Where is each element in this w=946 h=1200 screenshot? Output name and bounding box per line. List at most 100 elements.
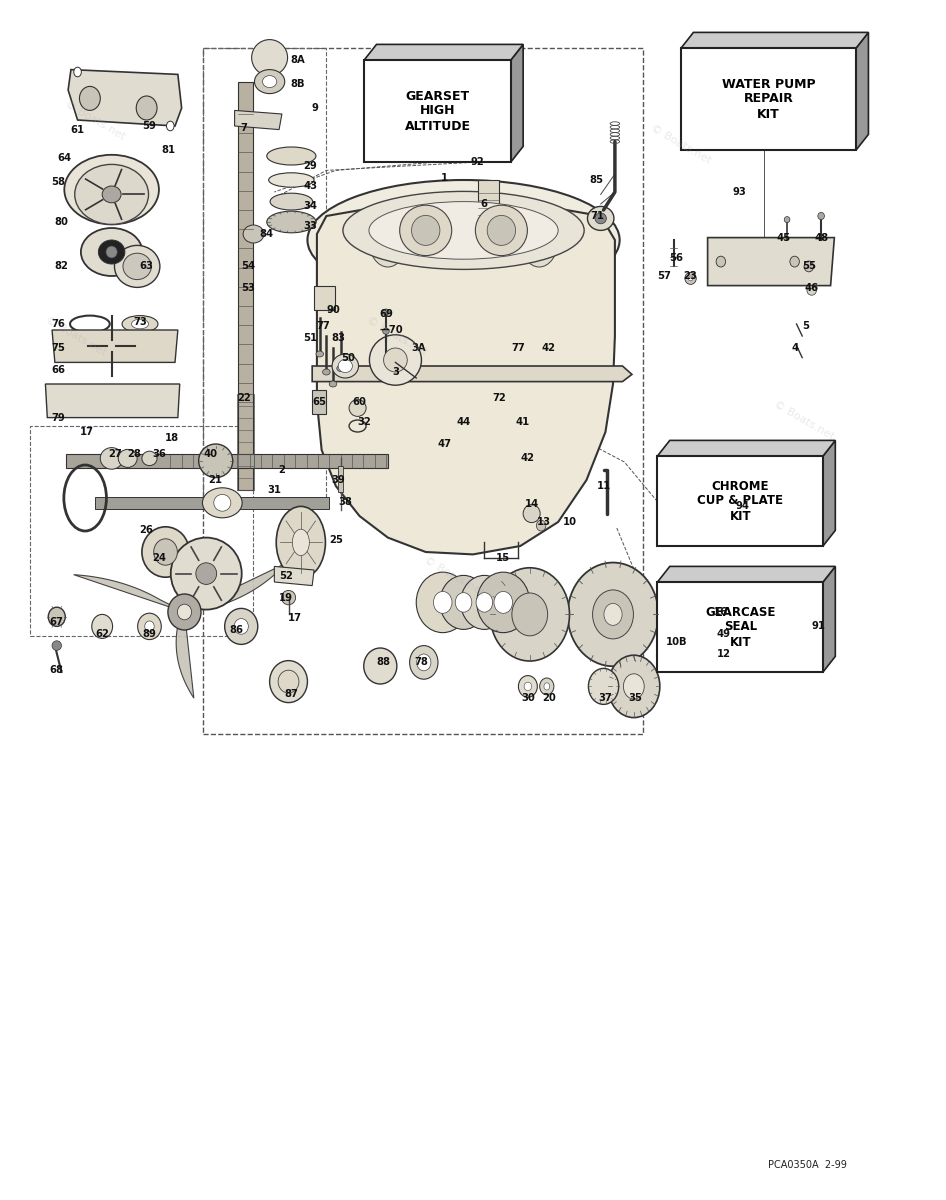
Text: 69: 69 <box>379 310 393 319</box>
Polygon shape <box>823 440 835 546</box>
Text: 91: 91 <box>812 622 825 631</box>
Ellipse shape <box>461 575 508 629</box>
Text: 66: 66 <box>52 365 65 374</box>
Bar <box>338 466 343 492</box>
Text: 8B: 8B <box>290 79 306 89</box>
Ellipse shape <box>587 206 614 230</box>
Ellipse shape <box>494 592 513 613</box>
Ellipse shape <box>784 216 790 223</box>
Ellipse shape <box>271 193 312 210</box>
Text: 44: 44 <box>456 418 471 427</box>
Ellipse shape <box>196 563 217 584</box>
Ellipse shape <box>416 572 469 632</box>
Ellipse shape <box>262 76 276 88</box>
Ellipse shape <box>123 253 151 280</box>
Ellipse shape <box>171 538 242 610</box>
Text: 81: 81 <box>162 145 175 155</box>
Text: 32: 32 <box>358 418 371 427</box>
Text: 8A: 8A <box>290 55 306 65</box>
Bar <box>702 626 738 636</box>
Ellipse shape <box>369 202 558 259</box>
Ellipse shape <box>329 382 337 386</box>
Bar <box>364 60 511 162</box>
Text: 62: 62 <box>96 629 109 638</box>
Text: 10B: 10B <box>666 637 687 647</box>
Bar <box>681 48 856 150</box>
Text: 56: 56 <box>670 253 683 263</box>
Ellipse shape <box>166 121 174 131</box>
Bar <box>30 426 253 636</box>
Ellipse shape <box>520 214 558 266</box>
Ellipse shape <box>790 256 799 266</box>
Bar <box>314 286 335 310</box>
Ellipse shape <box>412 215 440 245</box>
Text: 73: 73 <box>133 317 147 326</box>
Text: 4: 4 <box>791 343 798 353</box>
Text: 82: 82 <box>55 262 68 271</box>
Text: WATER PUMP
REPAIR
KIT: WATER PUMP REPAIR KIT <box>722 78 815 120</box>
Polygon shape <box>184 563 286 612</box>
Text: 49: 49 <box>717 629 730 638</box>
Ellipse shape <box>138 613 161 640</box>
Text: 54: 54 <box>241 262 254 271</box>
Text: 57: 57 <box>657 271 671 281</box>
Ellipse shape <box>338 360 352 373</box>
Text: 35: 35 <box>629 694 642 703</box>
Ellipse shape <box>523 504 540 523</box>
Text: 36: 36 <box>152 449 166 458</box>
Text: 68: 68 <box>50 665 63 674</box>
Text: 77: 77 <box>512 343 525 353</box>
Bar <box>478 180 499 226</box>
Ellipse shape <box>588 668 619 704</box>
Ellipse shape <box>482 214 520 266</box>
Ellipse shape <box>623 673 644 698</box>
Ellipse shape <box>369 214 407 266</box>
Ellipse shape <box>539 678 553 695</box>
Text: 39: 39 <box>332 475 345 485</box>
Ellipse shape <box>384 348 407 372</box>
Text: 45: 45 <box>777 233 790 242</box>
Ellipse shape <box>48 607 65 626</box>
Ellipse shape <box>102 186 121 203</box>
Text: 47: 47 <box>438 439 451 449</box>
Ellipse shape <box>122 316 158 332</box>
Ellipse shape <box>243 224 264 242</box>
Ellipse shape <box>407 214 445 266</box>
Text: 90: 90 <box>326 305 340 314</box>
Text: 86: 86 <box>230 625 243 635</box>
Text: 33: 33 <box>304 221 317 230</box>
Ellipse shape <box>440 575 487 629</box>
Text: 92: 92 <box>471 157 484 167</box>
Text: 63: 63 <box>140 262 153 271</box>
Text: © Boats.net: © Boats.net <box>649 122 713 166</box>
Text: 15: 15 <box>497 553 510 563</box>
Ellipse shape <box>79 86 100 110</box>
Bar <box>203 48 643 734</box>
Polygon shape <box>274 566 314 586</box>
Ellipse shape <box>544 683 550 690</box>
Text: 29: 29 <box>304 161 317 170</box>
Ellipse shape <box>604 604 622 625</box>
Ellipse shape <box>276 506 325 578</box>
Text: 26: 26 <box>140 526 153 535</box>
Text: 48: 48 <box>815 233 828 242</box>
Ellipse shape <box>476 593 493 612</box>
Ellipse shape <box>178 605 191 619</box>
Ellipse shape <box>817 212 825 220</box>
Text: 72: 72 <box>493 394 506 403</box>
Ellipse shape <box>416 654 431 671</box>
Text: 37: 37 <box>599 694 612 703</box>
Ellipse shape <box>433 592 452 613</box>
Ellipse shape <box>332 354 359 378</box>
Text: 55: 55 <box>802 262 815 271</box>
Text: GEARCASE
SEAL
KIT: GEARCASE SEAL KIT <box>705 606 776 648</box>
Ellipse shape <box>349 400 366 416</box>
Ellipse shape <box>100 448 123 469</box>
Ellipse shape <box>342 191 585 270</box>
Polygon shape <box>657 566 835 582</box>
Ellipse shape <box>568 563 658 666</box>
Ellipse shape <box>98 240 125 264</box>
Text: 7: 7 <box>240 124 248 133</box>
Text: 28: 28 <box>128 449 141 458</box>
Bar <box>236 394 254 490</box>
